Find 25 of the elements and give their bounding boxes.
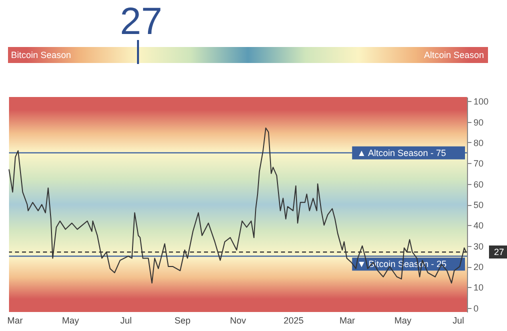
x-tick-label: Mar: [340, 316, 356, 326]
y-tick-label: 80: [474, 138, 484, 148]
x-tick-label: Mar: [7, 316, 23, 326]
x-tick-label: Jul: [452, 316, 464, 326]
y-tick-label: 0: [474, 303, 479, 314]
x-tick-label: Nov: [230, 316, 247, 326]
x-tick-label: May: [394, 316, 412, 326]
y-tick-label: 70: [474, 158, 484, 169]
y-tick-label: 50: [474, 200, 484, 210]
ref-line-label: 27: [494, 247, 504, 258]
text: Altcoin Season: [424, 49, 484, 61]
y-tick-label: 60: [474, 179, 484, 190]
y-tick-label: 20: [474, 262, 484, 272]
y-tick-label: 100: [474, 96, 489, 107]
x-tick-label: 2025: [284, 316, 304, 326]
x-tick-label: May: [62, 316, 80, 326]
text: Bitcoin Season: [11, 49, 72, 61]
y-tick-label: 40: [474, 220, 484, 231]
x-tick-label: Jul: [120, 316, 132, 326]
text: 27: [120, 0, 162, 44]
y-tick-label: 90: [474, 117, 484, 128]
ref-line-label: ▲ Altcoin Season - 75: [357, 148, 446, 158]
x-tick-label: Sep: [174, 316, 191, 326]
y-tick-label: 30: [474, 241, 484, 252]
y-tick-label: 10: [474, 282, 484, 293]
